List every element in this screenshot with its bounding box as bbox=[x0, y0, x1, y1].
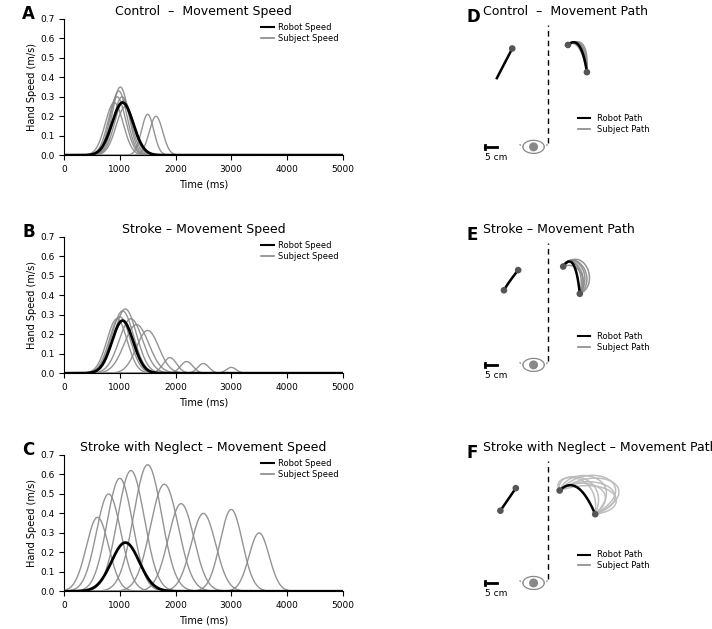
X-axis label: Time (ms): Time (ms) bbox=[179, 179, 228, 189]
Circle shape bbox=[530, 361, 538, 369]
Y-axis label: Hand Speed (m/s): Hand Speed (m/s) bbox=[27, 43, 37, 131]
Text: 5 cm: 5 cm bbox=[485, 371, 508, 380]
X-axis label: Time (ms): Time (ms) bbox=[179, 616, 228, 625]
Circle shape bbox=[577, 291, 582, 296]
Text: F: F bbox=[466, 444, 478, 462]
Text: 5 cm: 5 cm bbox=[485, 153, 508, 162]
Text: Stroke with Neglect – Movement Path: Stroke with Neglect – Movement Path bbox=[483, 441, 712, 454]
Text: E: E bbox=[466, 226, 478, 244]
Title: Stroke with Neglect – Movement Speed: Stroke with Neglect – Movement Speed bbox=[80, 441, 327, 454]
Legend: Robot Speed, Subject Speed: Robot Speed, Subject Speed bbox=[261, 241, 338, 261]
Circle shape bbox=[530, 579, 538, 587]
Legend: Robot Path, Subject Path: Robot Path, Subject Path bbox=[574, 547, 653, 574]
Title: Stroke – Movement Speed: Stroke – Movement Speed bbox=[122, 223, 286, 236]
Circle shape bbox=[515, 267, 520, 273]
Text: B: B bbox=[22, 223, 35, 242]
Text: A: A bbox=[22, 5, 35, 23]
Circle shape bbox=[592, 511, 598, 517]
Circle shape bbox=[513, 486, 518, 491]
Title: Control  –  Movement Speed: Control – Movement Speed bbox=[115, 4, 292, 18]
Legend: Robot Speed, Subject Speed: Robot Speed, Subject Speed bbox=[261, 23, 338, 43]
Text: 5 cm: 5 cm bbox=[485, 589, 508, 598]
Circle shape bbox=[557, 488, 562, 493]
Y-axis label: Hand Speed (m/s): Hand Speed (m/s) bbox=[27, 479, 37, 567]
Text: C: C bbox=[22, 442, 35, 459]
Legend: Robot Path, Subject Path: Robot Path, Subject Path bbox=[574, 329, 653, 355]
Text: Control  –  Movement Path: Control – Movement Path bbox=[483, 4, 648, 18]
X-axis label: Time (ms): Time (ms) bbox=[179, 398, 228, 408]
Circle shape bbox=[565, 42, 570, 48]
Circle shape bbox=[560, 264, 566, 269]
Circle shape bbox=[510, 46, 515, 51]
Legend: Robot Speed, Subject Speed: Robot Speed, Subject Speed bbox=[261, 459, 338, 479]
Circle shape bbox=[530, 143, 538, 151]
Circle shape bbox=[501, 287, 506, 293]
Circle shape bbox=[585, 70, 590, 75]
Text: Stroke – Movement Path: Stroke – Movement Path bbox=[483, 223, 634, 236]
Text: D: D bbox=[466, 8, 480, 26]
Circle shape bbox=[498, 508, 503, 513]
Y-axis label: Hand Speed (m/s): Hand Speed (m/s) bbox=[27, 261, 37, 349]
Legend: Robot Path, Subject Path: Robot Path, Subject Path bbox=[574, 111, 653, 137]
